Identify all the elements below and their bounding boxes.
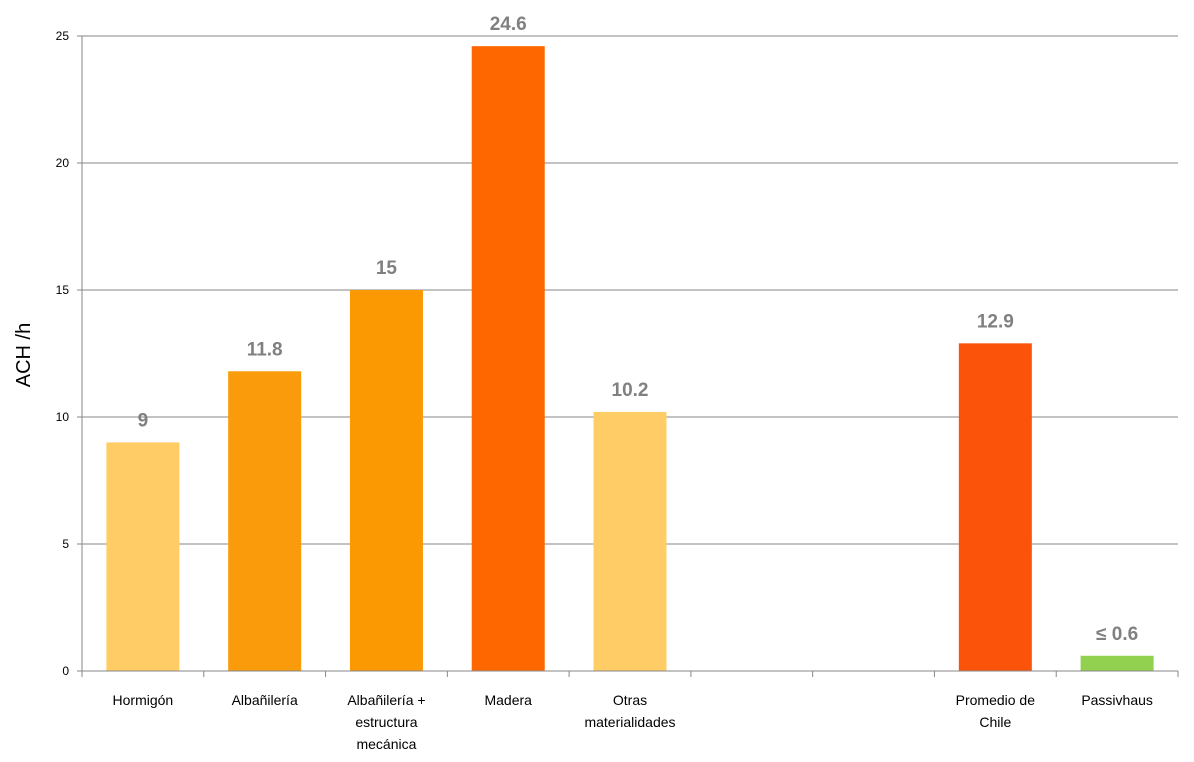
y-tick-label: 0 bbox=[62, 664, 69, 678]
y-tick-label: 20 bbox=[56, 156, 70, 170]
bar bbox=[471, 46, 545, 672]
bar bbox=[593, 411, 667, 671]
data-label: 24.6 bbox=[490, 14, 527, 35]
bar bbox=[349, 290, 423, 671]
bar bbox=[106, 442, 180, 671]
x-tick-label: Otras materialidades bbox=[584, 692, 675, 730]
y-tick-label: 25 bbox=[56, 29, 70, 43]
x-tick-label: Albañilería + estructura mecánica bbox=[347, 692, 425, 752]
data-label: ≤ 0.6 bbox=[1096, 624, 1138, 645]
data-label: 12.9 bbox=[977, 311, 1014, 332]
y-tick-label: 5 bbox=[62, 537, 69, 551]
x-tick-label: Madera bbox=[484, 692, 532, 708]
x-axis: Hormigón Albañilería Albañilería + estructu… bbox=[81, 36, 1179, 752]
bar bbox=[958, 343, 1032, 671]
y-tick-label: 15 bbox=[56, 283, 70, 297]
data-label: 9 bbox=[138, 410, 149, 431]
data-label: 10.2 bbox=[612, 380, 649, 401]
y-axis-ticks: 0 5 10 15 20 25 bbox=[56, 29, 82, 678]
x-tick-label: Hormigón bbox=[113, 692, 174, 708]
x-tick-label: Albañilería bbox=[232, 692, 298, 708]
bars bbox=[106, 46, 1154, 672]
y-axis-label: ACH /h bbox=[13, 323, 35, 387]
x-tick-label: Passivhaus bbox=[1081, 692, 1153, 708]
x-tick-label: Promedio de Chile bbox=[956, 692, 1036, 730]
y-tick-label: 10 bbox=[56, 410, 70, 424]
bar bbox=[1080, 655, 1154, 671]
data-labels: 9 11.8 15 24.6 10.2 12.9 ≤ 0.6 bbox=[138, 14, 1139, 645]
data-label: 15 bbox=[376, 258, 398, 279]
data-label: 11.8 bbox=[247, 339, 283, 360]
bar bbox=[228, 371, 302, 671]
